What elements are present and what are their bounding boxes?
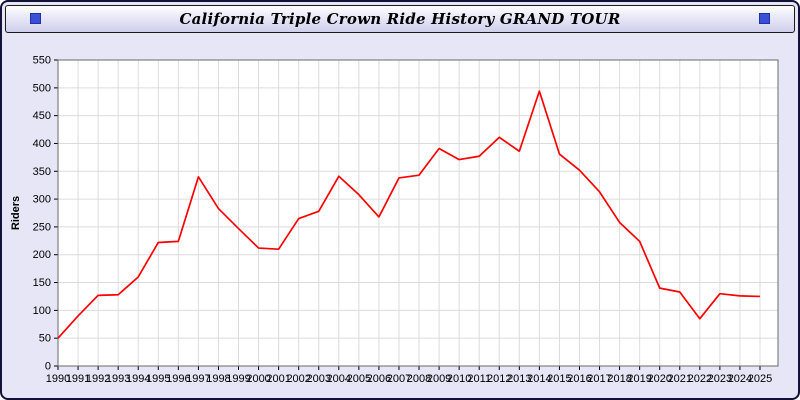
x-tick-label: 1999 — [226, 373, 250, 385]
y-tick-label: 300 — [33, 194, 51, 206]
plot-background — [58, 60, 778, 366]
x-tick-label: 2022 — [688, 373, 712, 385]
x-tick-label: 2025 — [748, 373, 772, 385]
x-tick-label: 1994 — [126, 373, 150, 385]
x-tick-label: 1995 — [146, 373, 170, 385]
x-tick-label: 2016 — [567, 373, 591, 385]
chart-title: California Triple Crown Ride History GRA… — [179, 10, 621, 28]
riders-line-chart: 0501001502002503003504004505005501990199… — [10, 55, 779, 385]
y-tick-label: 150 — [33, 277, 51, 289]
x-tick-label: 2006 — [367, 373, 391, 385]
y-tick-label: 200 — [33, 249, 51, 261]
x-tick-label: 2017 — [587, 373, 611, 385]
x-tick-label: 1993 — [106, 373, 130, 385]
x-tick-label: 2005 — [347, 373, 371, 385]
x-tick-label: 2020 — [647, 373, 671, 385]
y-tick-label: 550 — [33, 55, 51, 67]
x-tick-label: 2015 — [547, 373, 571, 385]
header-left-square-icon — [30, 13, 41, 24]
x-tick-label: 2000 — [246, 373, 270, 385]
x-tick-label: 2001 — [266, 373, 290, 385]
y-axis-title: Riders — [10, 196, 22, 230]
x-tick-label: 2011 — [467, 373, 491, 385]
x-tick-label: 2004 — [327, 373, 351, 385]
x-tick-label: 1992 — [86, 373, 110, 385]
x-tick-label: 1997 — [186, 373, 210, 385]
x-tick-label: 2008 — [407, 373, 431, 385]
plot-border — [57, 59, 779, 367]
x-tick-label: 2024 — [728, 373, 752, 385]
y-tick-label: 350 — [33, 166, 51, 178]
chart-header: California Triple Crown Ride History GRA… — [5, 5, 795, 33]
x-tick-label: 2019 — [627, 373, 651, 385]
x-tick-label: 2009 — [427, 373, 451, 385]
y-tick-label: 450 — [33, 110, 51, 122]
y-tick-label: 100 — [33, 305, 51, 317]
x-tick-label: 1990 — [46, 373, 70, 385]
x-tick-label: 2012 — [487, 373, 511, 385]
x-tick-label: 2013 — [507, 373, 531, 385]
x-tick-label: 2018 — [607, 373, 631, 385]
x-tick-label: 2003 — [307, 373, 331, 385]
x-tick-label: 2010 — [447, 373, 471, 385]
x-tick-label: 2014 — [527, 373, 551, 385]
y-tick-label: 250 — [33, 221, 51, 233]
y-tick-label: 50 — [39, 333, 51, 345]
y-tick-label: 500 — [33, 82, 51, 94]
x-tick-label: 2007 — [387, 373, 411, 385]
riders-line — [57, 90, 761, 339]
y-tick-label: 400 — [33, 138, 51, 150]
y-tick-label: 0 — [45, 361, 51, 373]
x-tick-label: 1998 — [206, 373, 230, 385]
x-tick-label: 2023 — [708, 373, 732, 385]
x-tick-label: 1996 — [166, 373, 190, 385]
x-tick-label: 2002 — [286, 373, 310, 385]
header-right-square-icon — [759, 13, 770, 24]
x-tick-label: 1991 — [66, 373, 90, 385]
x-tick-label: 2021 — [668, 373, 692, 385]
